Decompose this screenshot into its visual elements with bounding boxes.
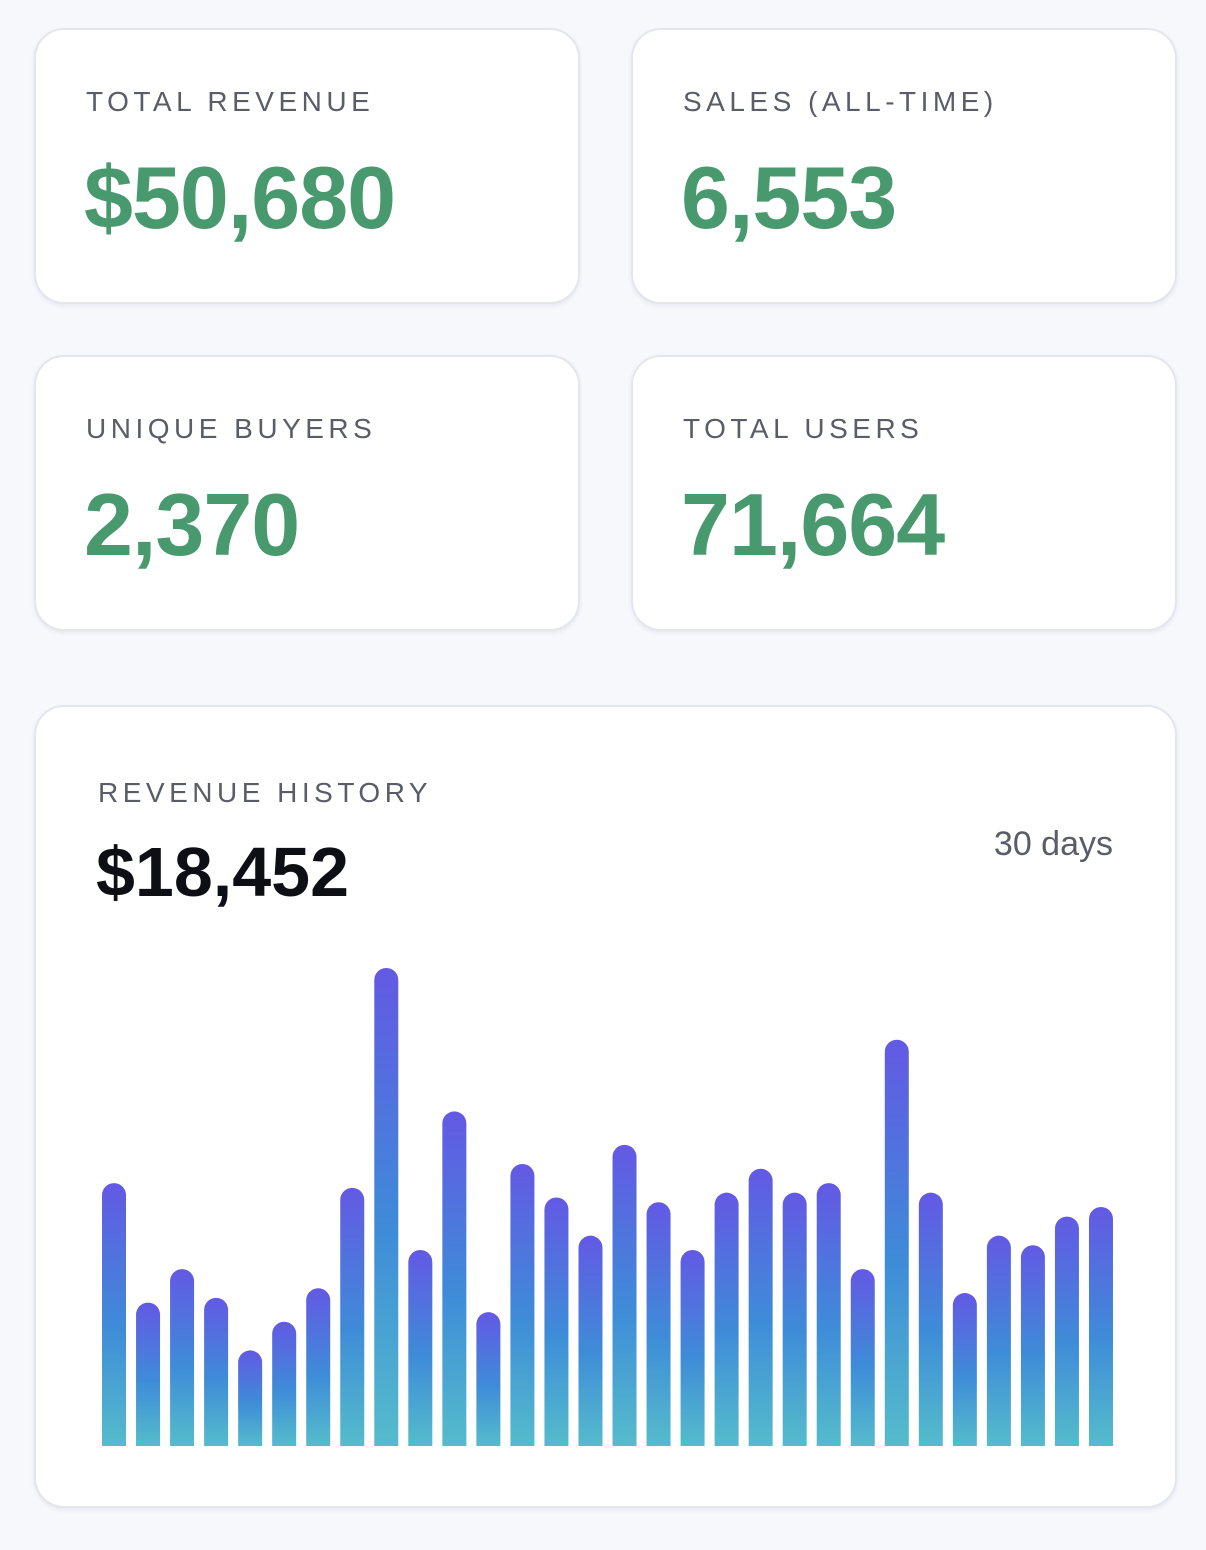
revenue-history-title: REVENUE HISTORY	[98, 777, 433, 808]
sales-card: SALES (ALL-TIME) 6,553	[631, 28, 1177, 304]
unique-buyers-value: 2,370	[84, 475, 300, 574]
revenue-bar-29	[1054, 1216, 1079, 1446]
revenue-bar-13	[510, 1163, 535, 1446]
revenue-bar-16	[612, 1144, 637, 1446]
revenue-bar-1	[102, 1183, 127, 1446]
revenue-bar-26	[952, 1293, 977, 1446]
revenue-bar-6	[272, 1321, 297, 1446]
sales-value: 6,553	[681, 148, 897, 247]
sales-label: SALES (ALL-TIME)	[683, 86, 998, 117]
revenue-bar-23	[850, 1269, 875, 1446]
revenue-bar-22	[816, 1183, 841, 1446]
total-revenue-card: TOTAL REVENUE $50,680	[34, 28, 580, 304]
revenue-bar-15	[578, 1235, 603, 1446]
revenue-bar-17	[646, 1202, 671, 1446]
revenue-bar-4	[204, 1297, 229, 1446]
total-users-value: 71,664	[681, 475, 945, 574]
revenue-history-total: $18,452	[96, 833, 350, 911]
total-users-label: TOTAL USERS	[683, 413, 924, 444]
revenue-bar-5	[238, 1350, 263, 1446]
revenue-history-range: 30 days	[993, 825, 1113, 863]
revenue-bar-27	[986, 1235, 1011, 1446]
revenue-bar-19	[714, 1192, 739, 1446]
revenue-bar-3	[170, 1269, 195, 1446]
total-revenue-value: $50,680	[84, 148, 396, 247]
revenue-bar-8	[340, 1187, 365, 1446]
revenue-bar-21	[782, 1192, 807, 1446]
revenue-bar-2	[136, 1302, 161, 1446]
revenue-bar-7	[306, 1288, 331, 1446]
revenue-bar-10	[408, 1250, 433, 1446]
revenue-bar-28	[1020, 1245, 1045, 1446]
revenue-bar-24	[884, 1039, 909, 1446]
total-revenue-label: TOTAL REVENUE	[86, 86, 375, 117]
revenue-bar-11	[442, 1111, 467, 1446]
revenue-bar-chart	[102, 968, 1113, 1446]
revenue-bar-30	[1088, 1207, 1113, 1446]
unique-buyers-card: UNIQUE BUYERS 2,370	[34, 355, 580, 631]
revenue-history-card: REVENUE HISTORY $18,452 30 days	[34, 705, 1177, 1508]
revenue-bar-12	[476, 1312, 501, 1446]
revenue-bar-25	[918, 1192, 943, 1446]
revenue-bar-20	[748, 1168, 773, 1446]
revenue-bar-9	[374, 968, 399, 1446]
revenue-bar-18	[680, 1250, 705, 1446]
unique-buyers-label: UNIQUE BUYERS	[86, 413, 377, 444]
total-users-card: TOTAL USERS 71,664	[631, 355, 1177, 631]
revenue-bar-14	[544, 1197, 569, 1446]
